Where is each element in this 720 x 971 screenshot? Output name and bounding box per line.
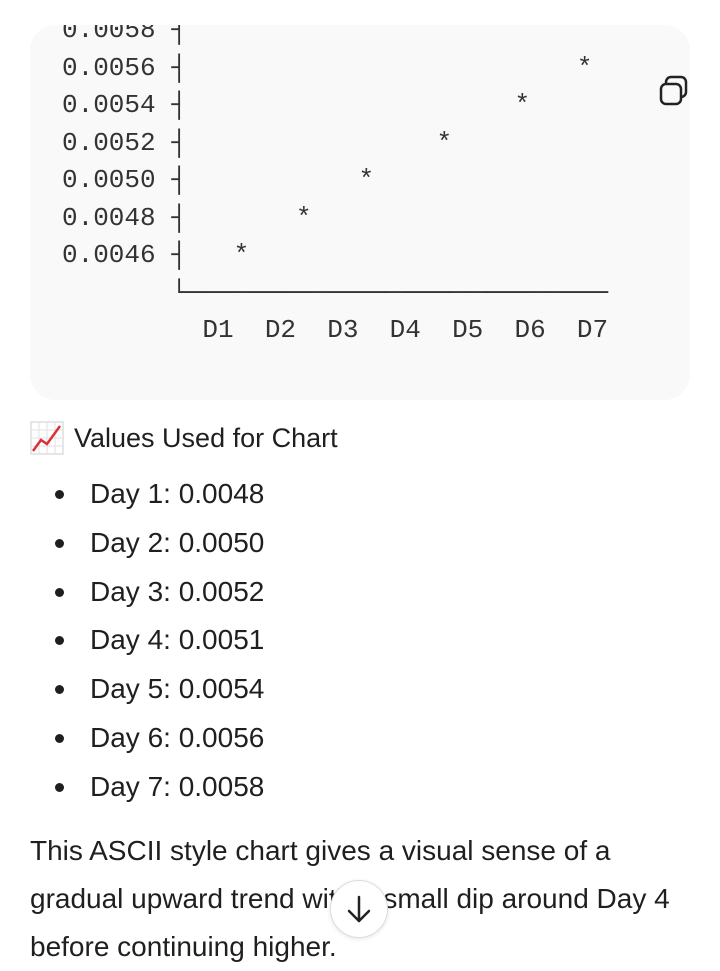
code-line: 0.0050 ┤ *: [62, 165, 375, 195]
list-item: Day 5: 0.0054: [0, 665, 264, 714]
scroll-down-button[interactable]: [330, 880, 388, 938]
code-line: 0.0058 ┤: [62, 25, 187, 45]
code-line: 0.0048 ┤ *: [62, 202, 312, 233]
code-line: 0.0054 ┤ *: [62, 90, 531, 120]
code-line: └───────────────────────────: [62, 277, 609, 308]
code-text: 0.0058 ┤ 0.0056 ┤ * 0.0054 ┤ * 0.0052 ┤ * 0.…: [62, 25, 608, 350]
copy-button[interactable]: [656, 73, 690, 109]
list-item: Day 6: 0.0056: [0, 714, 264, 763]
list-item: Day 3: 0.0052: [0, 568, 264, 617]
code-line: D1 D2 D3 D4 D5 D6 D7: [62, 315, 609, 345]
section-heading: Values Used for Chart: [30, 418, 338, 458]
value-list: Day 1: 0.0048 Day 2: 0.0050 Day 3: 0.0052 D…: [0, 470, 264, 812]
code-line: 0.0052 ┤ *: [62, 127, 453, 158]
list-item: Day 2: 0.0050: [0, 519, 264, 568]
list-item: Day 7: 0.0058: [0, 763, 264, 812]
list-item: Day 1: 0.0048: [0, 470, 264, 519]
code-line: 0.0046 ┤ *: [62, 240, 250, 270]
code-block: 0.0058 ┤ 0.0056 ┤ * 0.0054 ┤ * 0.0052 ┤ * 0.…: [30, 25, 690, 400]
list-item: Day 4: 0.0051: [0, 616, 264, 665]
heading-text: Values Used for Chart: [74, 422, 338, 453]
code-line: 0.0056 ┤ *: [62, 52, 593, 83]
chart-emoji: [30, 421, 64, 455]
